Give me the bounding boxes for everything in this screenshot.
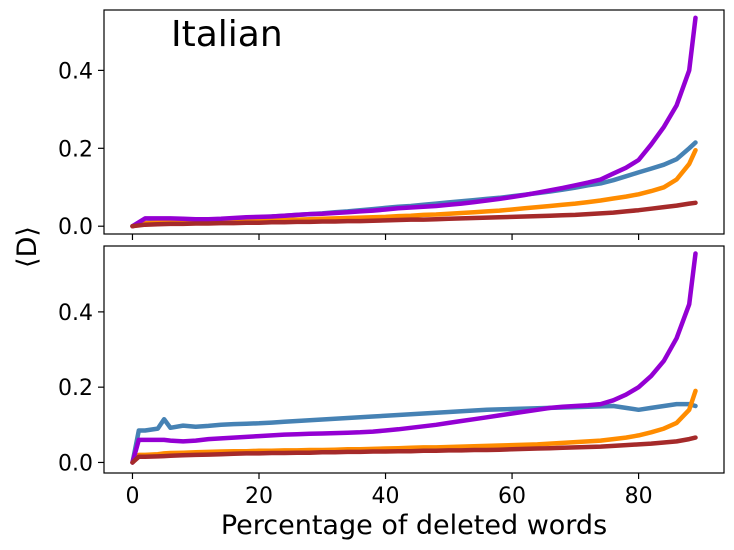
series-line-2 xyxy=(130,388,698,465)
y-tick-label: 0.4 xyxy=(58,59,93,84)
series-line-4 xyxy=(130,435,698,465)
x-tick-label: 20 xyxy=(245,484,273,509)
x-axis-label: Percentage of deleted words xyxy=(221,510,607,541)
y-tick-label: 0.2 xyxy=(58,137,93,162)
top-panel: 0.0 0.2 0.4 Italian xyxy=(58,9,725,240)
y-axis-label: ⟨D⟩ xyxy=(12,226,43,268)
plot-frame xyxy=(103,245,725,474)
x-tick-label: 80 xyxy=(625,484,653,509)
bottom-panel: 0 20 40 60 80 0.0 0.2 0.4 xyxy=(58,245,725,509)
panel-title: Italian xyxy=(171,14,283,55)
x-tick-label: 60 xyxy=(498,484,526,509)
y-tick-label: 0.2 xyxy=(58,376,93,401)
series-line-1 xyxy=(130,401,698,465)
x-tick-label: 0 xyxy=(125,484,139,509)
plot-frame xyxy=(103,9,725,235)
y-tick-label: 0.0 xyxy=(58,215,93,240)
series-line-3 xyxy=(130,15,698,229)
y-tick-label: 0.0 xyxy=(58,451,93,476)
series-line-4 xyxy=(130,200,698,229)
y-tick-label: 0.4 xyxy=(58,301,93,326)
series-line-3 xyxy=(130,251,698,465)
x-tick-label: 40 xyxy=(372,484,400,509)
